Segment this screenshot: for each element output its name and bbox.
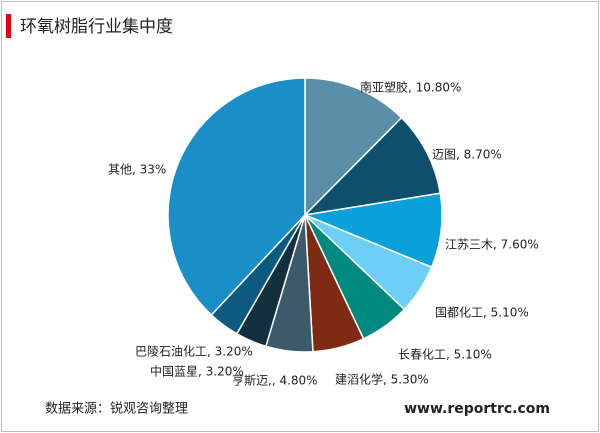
slice-label: 南亚塑胶, 10.80% — [360, 80, 461, 95]
pie-slice — [304, 77, 403, 217]
slice-label: 亨斯迈,, 4.80% — [232, 373, 318, 388]
slice-label: 国都化工, 5.10% — [435, 306, 529, 320]
pie-slice — [167, 77, 306, 317]
chart-title: 环氧树脂行业集中度 — [20, 17, 173, 37]
slice-label: 建滔化学, 5.30% — [335, 372, 429, 387]
source: 数据来源：锐观咨询整理 — [45, 402, 188, 417]
slice-label: 中国蓝星, 3.20% — [150, 364, 244, 379]
slice-label: 其他, 33% — [108, 163, 166, 177]
slice-label: 迈图, 8.70% — [432, 148, 502, 162]
slice-label: 巴陵石油化工, 3.20% — [135, 345, 253, 359]
slice-label: 长春化工, 5.10% — [398, 348, 492, 362]
slice-label: 江苏三木, 7.60% — [445, 238, 539, 252]
website: www.reportrc.com — [404, 401, 550, 417]
pie-slice — [302, 116, 442, 217]
title-marker — [6, 14, 11, 38]
